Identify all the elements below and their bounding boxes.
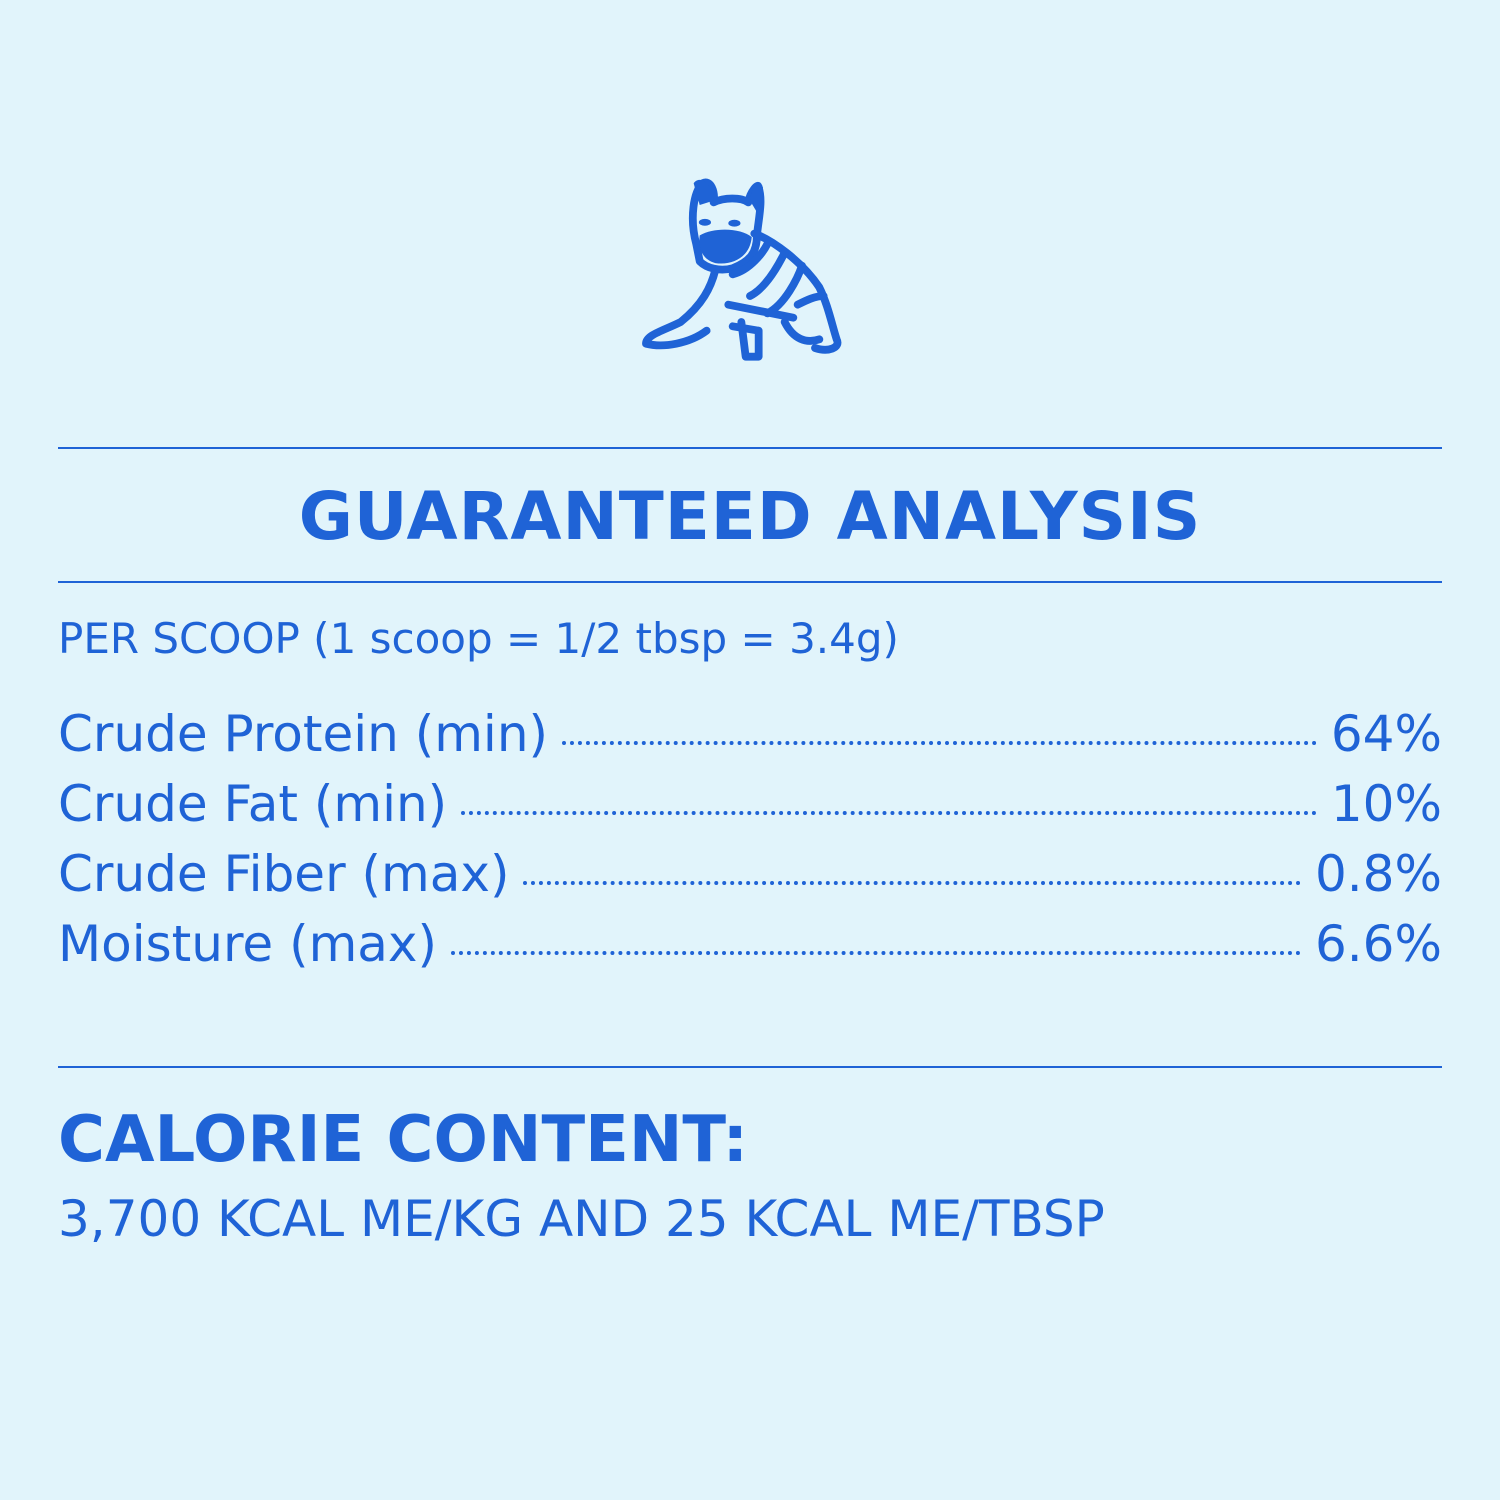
analysis-row: Moisture (max) 6.6% [58, 915, 1442, 985]
nutrient-value: 10% [1330, 775, 1442, 833]
divider [58, 1066, 1442, 1068]
dotted-leader [562, 741, 1317, 745]
divider [58, 581, 1442, 583]
dotted-leader [451, 951, 1301, 955]
analysis-row: Crude Protein (min) 64% [58, 705, 1442, 775]
analysis-table: Crude Protein (min) 64% Crude Fat (min) … [58, 705, 1442, 985]
nutrient-label: Crude Fat (min) [58, 775, 448, 833]
dotted-leader [461, 811, 1317, 815]
dotted-leader [523, 881, 1301, 885]
calorie-text: 3,700 KCAL ME/KG AND 25 KCAL ME/TBSP [58, 1190, 1105, 1248]
nutrient-label: Crude Fiber (max) [58, 845, 510, 903]
serving-size: PER SCOOP (1 scoop = 1/2 tbsp = 3.4g) [58, 614, 899, 663]
analysis-row: Crude Fiber (max) 0.8% [58, 845, 1442, 915]
nutrient-label: Moisture (max) [58, 915, 438, 973]
analysis-title: GUARANTEED ANALYSIS [298, 478, 1202, 555]
calorie-title: CALORIE CONTENT: [58, 1103, 749, 1177]
nutrient-value: 6.6% [1314, 915, 1442, 973]
nutrient-label: Crude Protein (min) [58, 705, 549, 763]
french-bulldog-icon [642, 178, 842, 361]
nutrient-value: 0.8% [1314, 845, 1442, 903]
nutrient-value: 64% [1330, 705, 1442, 763]
divider [58, 447, 1442, 449]
analysis-row: Crude Fat (min) 10% [58, 775, 1442, 845]
